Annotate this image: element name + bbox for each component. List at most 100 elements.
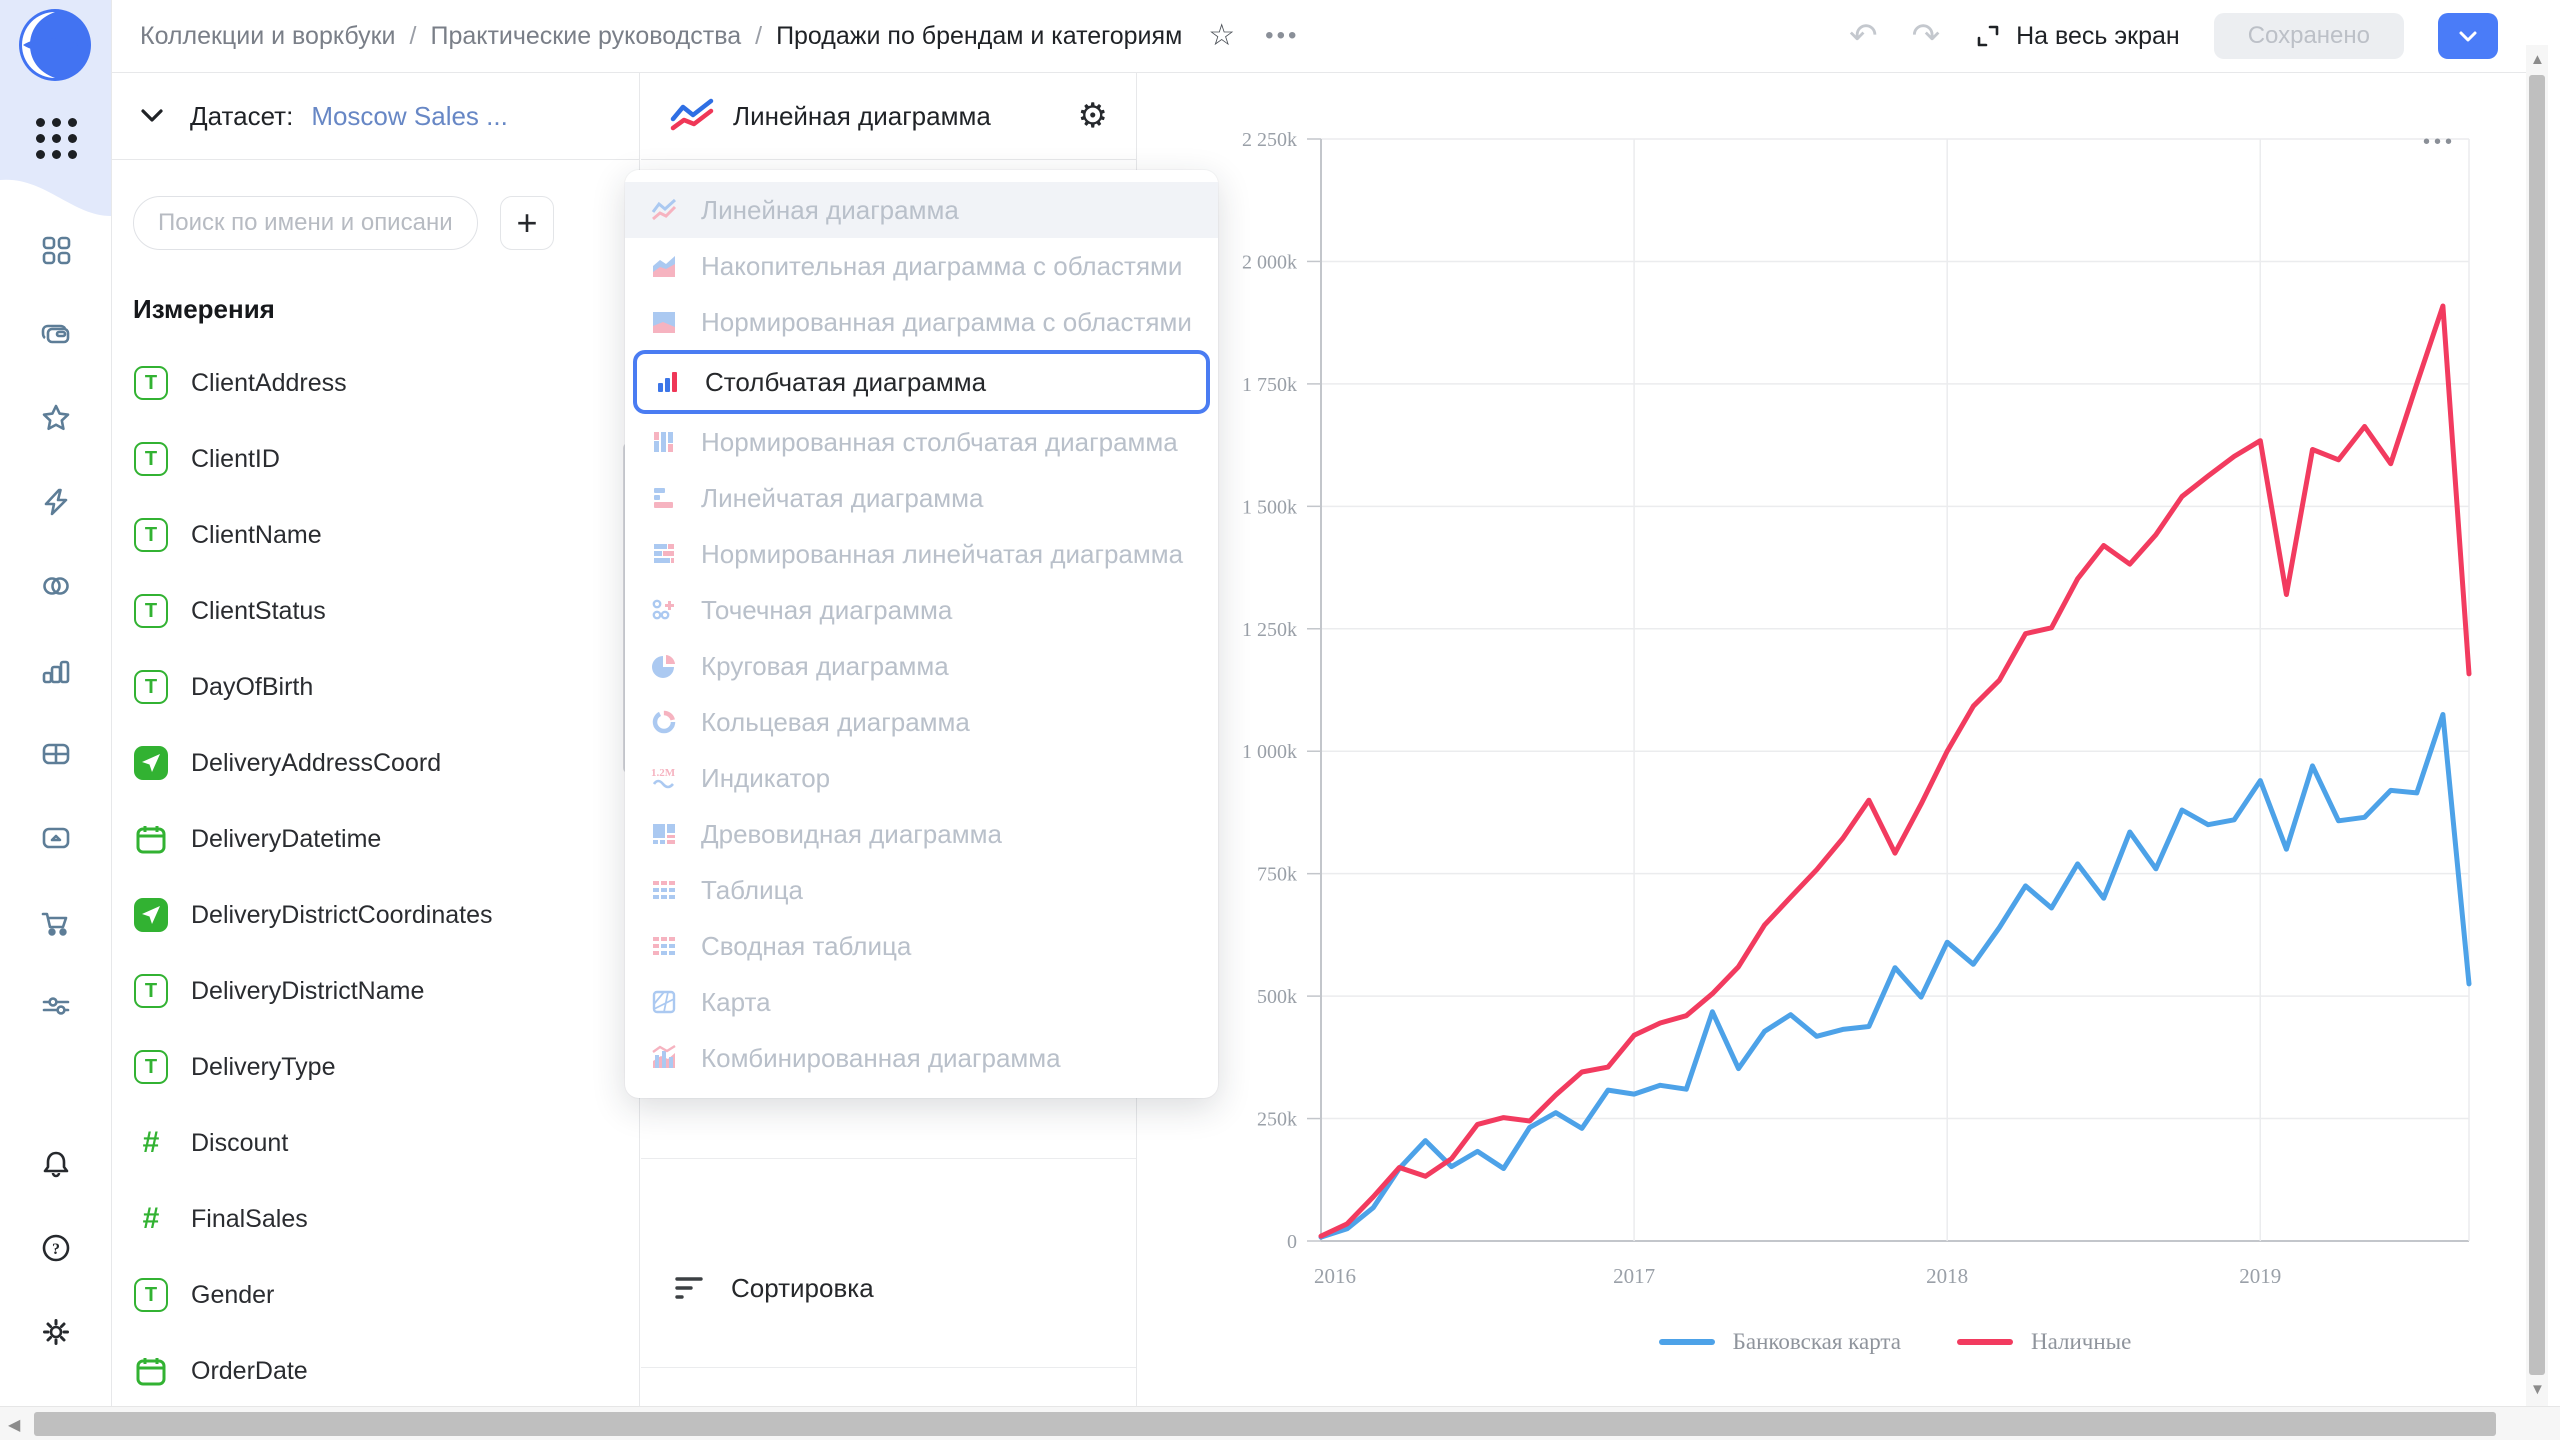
svg-text:2017: 2017 [1613, 1264, 1655, 1288]
dashboard-grid-icon [42, 236, 70, 265]
field-row-DayOfBirth[interactable]: T DayOfBirth [133, 649, 639, 725]
rail-item-gear-icon[interactable] [36, 1312, 76, 1352]
legend-item-cash[interactable]: Наличные [1956, 1329, 2132, 1355]
menu-item-bar[interactable]: Столбчатая диаграмма [633, 350, 1210, 414]
text-field-icon: T [134, 366, 168, 400]
horizontal-scrollbar-thumb[interactable] [34, 1412, 2496, 1436]
treemap-chart-icon [651, 821, 677, 847]
dimension-field-list: T ClientAddress T ClientID T ClientName T C… [112, 325, 639, 1409]
field-row-ClientName[interactable]: T ClientName [133, 497, 639, 573]
chart-type-selector[interactable]: Линейная диаграмма [733, 100, 991, 131]
dataset-collapse-chevron-icon[interactable] [140, 108, 164, 124]
menu-item-bar-normalized[interactable]: Нормированная столбчатая диаграмма [625, 414, 1218, 470]
field-row-DeliveryType[interactable]: T DeliveryType [133, 1029, 639, 1105]
svg-text:2018: 2018 [1926, 1264, 1968, 1288]
field-name: Gender [191, 1280, 275, 1309]
rail-item-collections-icon[interactable] [36, 314, 76, 354]
menu-item-area-stacked[interactable]: Накопительная диаграмма с областями [625, 238, 1218, 294]
scroll-down-arrow-icon[interactable]: ▼ [2530, 1381, 2545, 1398]
menu-item-scatter[interactable]: Точечная диаграмма [625, 582, 1218, 638]
dataset-name-link[interactable]: Moscow Sales ... [311, 100, 508, 131]
field-row-DeliveryAddressCoord[interactable]: DeliveryAddressCoord [133, 725, 639, 801]
field-row-ClientID[interactable]: T ClientID [133, 421, 639, 497]
rail-item-filters-icon[interactable] [36, 986, 76, 1026]
scroll-left-arrow-icon[interactable]: ◀ [8, 1417, 21, 1434]
vertical-scrollbar-thumb[interactable] [2529, 75, 2545, 1375]
field-row-Gender[interactable]: T Gender [133, 1257, 639, 1333]
menu-item-map[interactable]: Карта [625, 974, 1218, 1030]
menu-item-label: Индикатор [701, 762, 831, 793]
save-dropdown-button[interactable] [2438, 13, 2498, 59]
field-row-ClientAddress[interactable]: T ClientAddress [133, 345, 639, 421]
menu-item-bar-horizontal[interactable]: Линейчатая диаграмма [625, 470, 1218, 526]
rail-item-bar-chart-icon[interactable] [36, 650, 76, 690]
menu-item-combined[interactable]: Комбинированная диаграмма [625, 1030, 1218, 1086]
bar-horizontal-chart-icon [651, 485, 677, 511]
legend-line-swatch [1956, 1339, 2013, 1345]
breadcrumb-guides[interactable]: Практические руководства [430, 21, 742, 50]
breadcrumb-collections[interactable]: Коллекции и воркбуки [140, 21, 396, 50]
field-row-OrderDate[interactable]: OrderDate [133, 1333, 639, 1409]
redo-icon[interactable]: ↷ [1911, 17, 1941, 55]
sorting-section[interactable]: Сортировка [641, 1233, 1136, 1343]
legend-item-card[interactable]: Банковская карта [1658, 1329, 1901, 1355]
fullscreen-label: На весь экран [2016, 21, 2180, 50]
chart-type-menu: Линейная диаграмма Накопительная диаграм… [625, 170, 1218, 1098]
legend-line-swatch [1658, 1339, 1715, 1345]
menu-item-treemap[interactable]: Древовидная диаграмма [625, 806, 1218, 862]
field-row-DeliveryDatetime[interactable]: DeliveryDatetime [133, 801, 639, 877]
rail-item-linked-circles-icon[interactable] [36, 566, 76, 606]
more-actions-icon[interactable]: ••• [1265, 22, 1300, 49]
rail-item-bell-icon[interactable] [36, 1144, 76, 1184]
expand-icon [1977, 25, 1999, 47]
menu-item-pivot[interactable]: Сводная таблица [625, 918, 1218, 974]
saved-button[interactable]: Сохранено [2213, 13, 2404, 59]
chevron-down-icon [2459, 31, 2477, 42]
rail-item-help-icon[interactable]: ? [36, 1228, 76, 1268]
favorite-star-icon[interactable]: ☆ [1208, 19, 1236, 52]
page-title: Продажи по брендам и категориям [776, 21, 1183, 50]
fullscreen-button[interactable]: На весь экран [1974, 22, 2180, 51]
field-row-FinalSales[interactable]: # FinalSales [133, 1181, 639, 1257]
apps-grid-icon[interactable] [36, 118, 78, 160]
rail-item-table-icon[interactable] [36, 734, 76, 774]
scroll-up-arrow-icon[interactable]: ▲ [2530, 51, 2545, 68]
rail-wave-decoration [0, 170, 111, 216]
rail-item-dashboard-grid-icon[interactable] [36, 230, 76, 270]
line-chart: 0 250k 500k 750k 1 000k 1 250k 1 500k 1 750k 2 0… [1242, 129, 2472, 1288]
star-icon [42, 404, 69, 431]
menu-item-donut[interactable]: Кольцевая диаграмма [625, 694, 1218, 750]
menu-item-indicator[interactable]: 1.2M Индикатор [625, 750, 1218, 806]
rail-item-star-icon[interactable] [36, 398, 76, 438]
svg-text:?: ? [52, 1241, 60, 1258]
rail-item-bolt-icon[interactable] [36, 482, 76, 522]
legend-label: Наличные [2030, 1329, 2132, 1354]
date-field-icon [136, 826, 166, 854]
field-row-Discount[interactable]: # Discount [133, 1105, 639, 1181]
dataset-label: Датасет: [190, 100, 294, 131]
svg-text:2019: 2019 [2239, 1264, 2281, 1288]
rail-item-folder-icon[interactable] [36, 818, 76, 858]
datalens-logo[interactable] [19, 9, 91, 81]
menu-item-table[interactable]: Таблица [625, 862, 1218, 918]
add-field-button[interactable]: + [500, 196, 554, 250]
vertical-scrollbar[interactable]: ▲ ▼ [2526, 45, 2548, 1406]
field-row-ClientStatus[interactable]: T ClientStatus [133, 573, 639, 649]
field-row-DeliveryDistrictCoordinates[interactable]: DeliveryDistrictCoordinates [133, 877, 639, 953]
menu-item-pie[interactable]: Круговая диаграмма [625, 638, 1218, 694]
undo-icon[interactable]: ↶ [1849, 17, 1878, 55]
menu-item-bar-h-normalized[interactable]: Нормированная линейчатая диаграмма [625, 526, 1218, 582]
chart-settings-gear-icon[interactable]: ⚙ [1077, 97, 1108, 135]
chart-menu-icon[interactable]: ••• [2422, 131, 2456, 153]
svg-text:1 000k: 1 000k [1242, 741, 1297, 763]
menu-item-line[interactable]: Линейная диаграмма [625, 182, 1218, 238]
horizontal-scrollbar[interactable]: ◀ [0, 1406, 2560, 1440]
field-search-input[interactable] [133, 196, 478, 250]
field-row-DeliveryDistrictName[interactable]: T DeliveryDistrictName [133, 953, 639, 1029]
menu-item-label: Сводная таблица [701, 930, 912, 961]
menu-item-area-normalized[interactable]: Нормированная диаграмма с областями [625, 294, 1218, 350]
indicator-chart-icon: 1.2M [651, 765, 677, 791]
rail-item-cart-icon[interactable] [36, 902, 76, 942]
folder-icon [42, 827, 69, 849]
